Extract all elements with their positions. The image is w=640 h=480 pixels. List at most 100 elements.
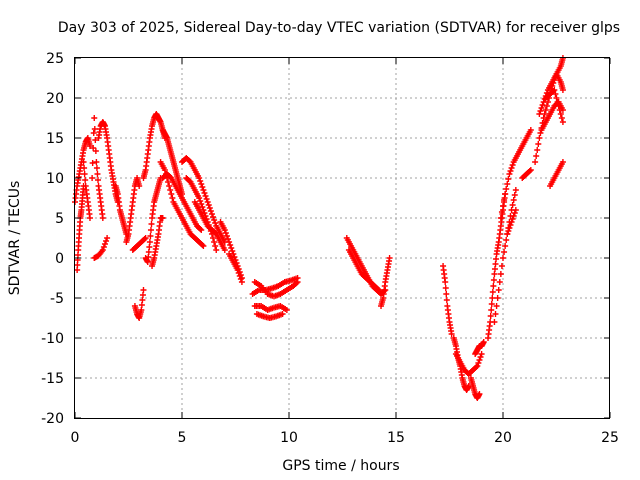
series-arc-42 bbox=[547, 159, 566, 189]
data-point bbox=[443, 297, 450, 303]
data-point bbox=[90, 130, 97, 136]
data-point bbox=[501, 197, 508, 203]
data-point bbox=[505, 176, 512, 182]
x-axis-title: GPS time / hours bbox=[282, 458, 399, 474]
data-point bbox=[199, 204, 206, 210]
series-arc-13 bbox=[149, 215, 166, 269]
data-point bbox=[443, 291, 450, 297]
data-point bbox=[505, 228, 512, 234]
data-point bbox=[488, 307, 495, 313]
data-point bbox=[204, 199, 211, 205]
data-point bbox=[508, 219, 515, 225]
x-tick-label: 25 bbox=[601, 430, 619, 446]
series-arc-17 bbox=[179, 155, 228, 245]
data-point bbox=[473, 364, 480, 370]
series-arc-24 bbox=[251, 303, 290, 313]
data-point bbox=[293, 280, 300, 286]
data-point bbox=[80, 159, 87, 165]
data-point bbox=[227, 242, 234, 248]
series-arc-29 bbox=[440, 263, 455, 337]
data-point bbox=[541, 111, 548, 117]
data-point bbox=[498, 263, 505, 269]
series-arc-20 bbox=[217, 219, 245, 281]
data-point bbox=[100, 244, 107, 250]
data-point bbox=[487, 313, 494, 319]
data-point bbox=[502, 191, 509, 197]
data-point bbox=[169, 195, 176, 201]
data-point bbox=[559, 119, 566, 125]
series-arc-1 bbox=[72, 135, 93, 205]
data-point bbox=[511, 210, 518, 216]
data-point bbox=[200, 187, 207, 193]
y-axis: -20 -15 -10 -5 0 5 10 15 20 25 bbox=[41, 51, 610, 427]
y-tick-label: 25 bbox=[46, 51, 64, 67]
data-point bbox=[294, 279, 301, 285]
chart-title: Day 303 of 2025, Sidereal Day-to-day VTE… bbox=[58, 20, 620, 36]
data-point bbox=[199, 242, 206, 248]
data-point bbox=[147, 227, 154, 233]
data-point bbox=[210, 235, 217, 241]
data-point bbox=[136, 183, 143, 189]
data-point bbox=[489, 295, 496, 301]
data-point bbox=[146, 239, 153, 245]
data-point bbox=[535, 141, 542, 147]
data-point bbox=[228, 245, 235, 251]
y-tick-label: -5 bbox=[50, 291, 64, 307]
y-tick-label: -10 bbox=[41, 331, 64, 347]
series-arc-21 bbox=[226, 251, 245, 285]
data-point bbox=[506, 225, 513, 231]
series-arc-41 bbox=[538, 99, 566, 133]
data-point bbox=[495, 287, 502, 293]
data-point bbox=[225, 236, 232, 242]
y-tick-label: -20 bbox=[41, 411, 64, 427]
data-point bbox=[504, 231, 511, 237]
y-tick-label: 15 bbox=[46, 131, 64, 147]
data-point bbox=[490, 283, 497, 289]
data-point bbox=[509, 202, 516, 208]
data-point bbox=[508, 165, 515, 171]
series-arc-15 bbox=[159, 171, 205, 233]
data-point bbox=[375, 287, 382, 293]
data-point bbox=[202, 193, 209, 199]
data-point bbox=[536, 111, 543, 117]
series-arc-5 bbox=[95, 119, 121, 205]
data-point bbox=[92, 148, 99, 154]
data-point bbox=[165, 179, 172, 185]
series-arc-37 bbox=[504, 207, 519, 237]
data-point bbox=[92, 137, 99, 143]
data-point bbox=[207, 208, 214, 214]
data-point bbox=[164, 175, 171, 181]
data-point bbox=[503, 186, 510, 192]
data-point bbox=[147, 233, 154, 239]
y-tick-label: 10 bbox=[46, 171, 64, 187]
series-arc-10 bbox=[131, 287, 147, 321]
data-point bbox=[559, 87, 566, 93]
data-point bbox=[504, 181, 511, 187]
data-point bbox=[222, 230, 229, 236]
data-point bbox=[553, 95, 560, 101]
data-point bbox=[542, 107, 549, 113]
data-point bbox=[197, 226, 204, 232]
data-point bbox=[489, 289, 496, 295]
data-point bbox=[506, 171, 513, 177]
data-point bbox=[197, 178, 204, 184]
series-arc-35 bbox=[491, 187, 519, 325]
data-point bbox=[448, 331, 455, 337]
data-point bbox=[442, 285, 449, 291]
data-point bbox=[237, 276, 244, 282]
data-point bbox=[559, 159, 566, 165]
data-point bbox=[539, 102, 546, 108]
data-point bbox=[221, 227, 228, 233]
data-point bbox=[86, 143, 93, 149]
series-arc-33 bbox=[472, 339, 487, 357]
data-point bbox=[212, 243, 219, 249]
series-arc-23 bbox=[251, 279, 301, 300]
data-point bbox=[199, 184, 206, 190]
series-arc-8 bbox=[123, 175, 143, 245]
data-point bbox=[196, 195, 203, 201]
data-point bbox=[86, 215, 93, 221]
data-point bbox=[374, 286, 381, 292]
data-point bbox=[503, 237, 510, 243]
data-point bbox=[162, 171, 169, 177]
